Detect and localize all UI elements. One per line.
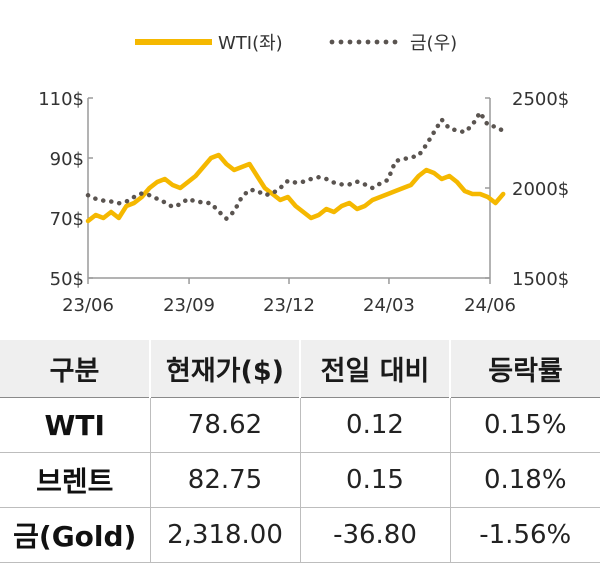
y-right-tick-label: 2000$ xyxy=(512,179,569,200)
oil-gold-chart: WTI(좌) 금(우) 50$ 70$ 90$ 110$ 1500$ 2000$ 2500$ 2… xyxy=(38,33,569,316)
table-row: 브렌트 82.75 0.15 0.18% xyxy=(0,452,600,508)
row-change: 0.15 xyxy=(299,452,450,508)
row-rate: 0.18% xyxy=(449,452,600,508)
legend-wti-label: WTI(좌) xyxy=(218,33,283,54)
row-change: -36.80 xyxy=(299,507,450,563)
legend-gold-dot xyxy=(347,39,353,45)
x-tick-label: 24/03 xyxy=(363,295,415,316)
legend-gold-dot xyxy=(374,39,380,45)
x-tick-label: 23/12 xyxy=(263,295,315,316)
row-price: 2,318.00 xyxy=(149,507,300,563)
x-tick-label: 23/09 xyxy=(163,295,215,316)
row-change: 0.12 xyxy=(299,397,450,453)
legend-gold-label: 금(우) xyxy=(410,33,457,54)
header-change: 전일 대비 xyxy=(299,340,450,398)
row-name: 브렌트 xyxy=(0,452,150,508)
price-table: 구분 현재가($) 전일 대비 등락률 WTI 78.62 0.12 0.15%… xyxy=(0,340,600,563)
row-rate: 0.15% xyxy=(449,397,600,453)
chart-legend: WTI(좌) 금(우) xyxy=(135,33,457,54)
row-name: WTI xyxy=(0,397,150,453)
y-left-tick-label: 90$ xyxy=(50,149,84,170)
legend-gold-dot xyxy=(383,39,389,45)
row-price: 82.75 xyxy=(149,452,300,508)
chart-axes: 50$ 70$ 90$ 110$ 1500$ 2000$ 2500$ 23/06 23/09 23… xyxy=(38,89,569,316)
table-row: 금(Gold) 2,318.00 -36.80 -1.56% xyxy=(0,507,600,563)
y-left-tick-label: 70$ xyxy=(50,209,84,230)
x-tick-label: 23/06 xyxy=(62,295,114,316)
header-rate: 등락률 xyxy=(449,340,600,398)
row-rate: -1.56% xyxy=(449,507,600,563)
row-price: 78.62 xyxy=(149,397,300,453)
series-wti-line xyxy=(85,152,506,224)
y-left-tick-label: 50$ xyxy=(50,269,84,290)
row-name: 금(Gold) xyxy=(0,507,150,563)
legend-gold-dot xyxy=(365,39,371,45)
x-tick-label: 24/06 xyxy=(464,295,516,316)
legend-gold-dot xyxy=(329,39,335,45)
table-row: WTI 78.62 0.12 0.15% xyxy=(0,397,600,453)
table-header-row: 구분 현재가($) 전일 대비 등락률 xyxy=(0,340,600,398)
legend-gold-dot xyxy=(356,39,362,45)
chart-series xyxy=(85,110,506,224)
legend-gold-dot xyxy=(392,39,398,45)
header-price: 현재가($) xyxy=(149,340,300,398)
legend-gold-dot xyxy=(338,39,344,45)
y-right-tick-label: 2500$ xyxy=(512,89,569,110)
y-right-tick-label: 1500$ xyxy=(512,269,569,290)
header-category: 구분 xyxy=(0,340,150,398)
series-gold-line xyxy=(85,110,506,221)
y-left-tick-label: 110$ xyxy=(38,89,84,110)
